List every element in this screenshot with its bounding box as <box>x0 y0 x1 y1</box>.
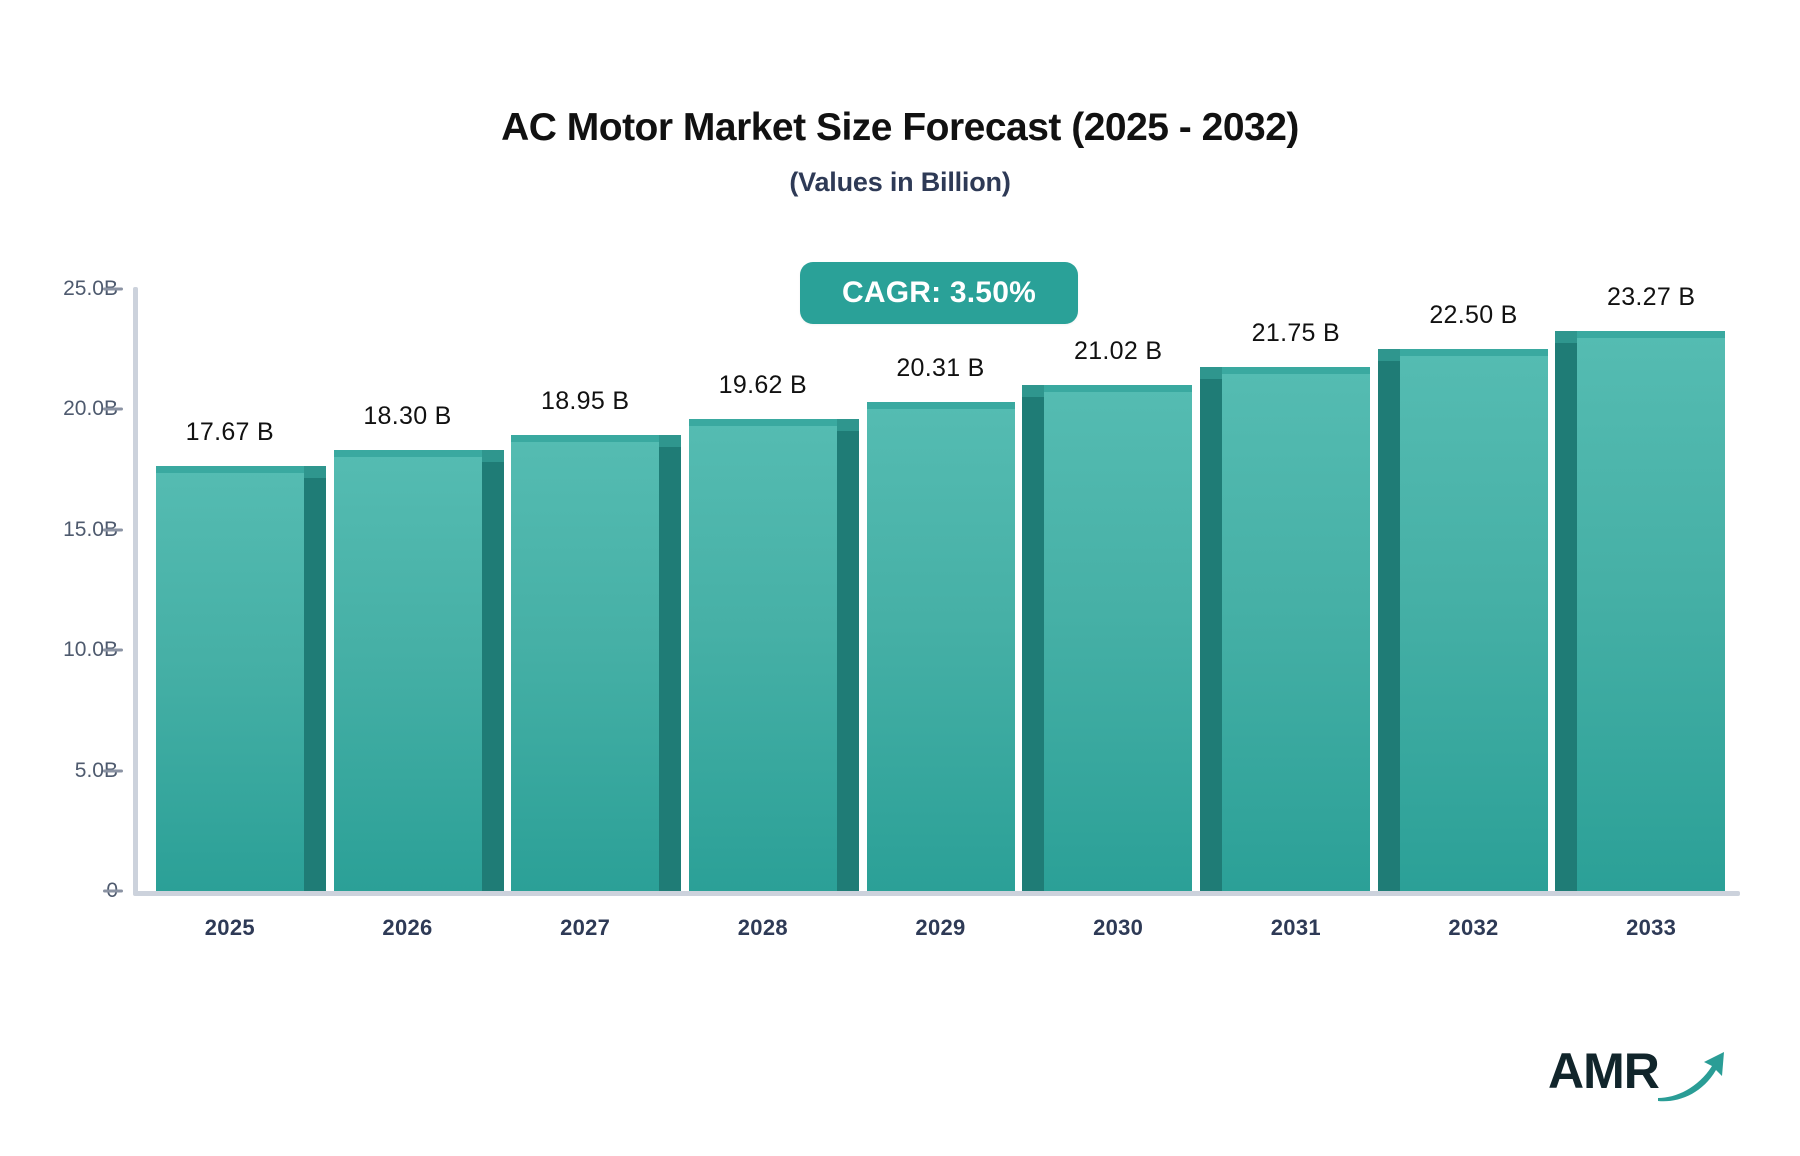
bar-front-face <box>688 418 837 891</box>
bar-top-face <box>1555 330 1578 343</box>
y-axis-tick-mark <box>103 769 123 773</box>
y-axis-tick-label: 15.0B <box>63 517 118 541</box>
x-axis-tick-label: 2025 <box>204 915 255 940</box>
chart-title: AC Motor Market Size Forecast (2025 - 20… <box>501 106 1299 149</box>
bar-top-face <box>1022 384 1045 397</box>
bar-top-face <box>836 418 859 431</box>
bar-top-edge <box>866 401 1015 409</box>
bar-side-face <box>303 477 326 891</box>
logo-wordmark: AMR <box>1548 1043 1660 1099</box>
bar-top-edge <box>511 434 660 442</box>
bar-top-face <box>481 450 504 463</box>
bar-value-label: 17.67 B <box>185 417 274 446</box>
bar-top-edge <box>155 465 304 473</box>
y-axis-tick-label: 25.0B <box>63 277 118 300</box>
x-axis-tick-label: 2026 <box>382 915 433 940</box>
bar-top-face <box>659 434 682 447</box>
y-axis-tick-mark <box>103 528 123 532</box>
bar-value-label: 18.95 B <box>541 386 630 415</box>
bar-side-face <box>1555 342 1578 891</box>
bar-value-label: 19.62 B <box>718 370 807 399</box>
bar-value-label: 21.75 B <box>1251 319 1340 348</box>
bar-top-edge <box>1577 330 1726 338</box>
y-axis-tick-label: 10.0B <box>63 638 118 662</box>
bar-value-label: 23.27 B <box>1607 282 1696 311</box>
bar-2030[interactable] <box>1022 384 1193 891</box>
growth-arrow-icon <box>1658 1052 1724 1102</box>
cagr-badge: CAGR: 3.50% <box>800 262 1078 324</box>
y-axis-tick-mark <box>103 287 123 291</box>
bar-top-edge <box>1399 349 1548 357</box>
x-axis-tick-label: 2032 <box>1448 915 1499 940</box>
bar-side-face <box>1022 396 1045 891</box>
y-axis-tick-mark <box>103 407 123 411</box>
bar-value-label: 20.31 B <box>896 353 985 382</box>
bar-top-face <box>303 465 326 478</box>
bar-top-edge <box>688 418 837 426</box>
bar-2029[interactable] <box>866 401 1015 891</box>
bar-value-label: 21.02 B <box>1074 336 1163 365</box>
bar-top-face <box>1377 349 1400 362</box>
bar-top-edge <box>1044 384 1193 392</box>
bar-front-face <box>511 434 660 891</box>
title-block: AC Motor Market Size Forecast (2025 - 20… <box>0 106 1800 198</box>
bar-top-edge <box>1221 367 1370 375</box>
bar-2027[interactable] <box>511 434 682 891</box>
bar-front-face <box>1577 330 1726 891</box>
bar-front-face <box>866 401 1015 891</box>
bar-value-label: 22.50 B <box>1429 301 1518 330</box>
x-axis-tick-label: 2029 <box>915 915 966 940</box>
x-axis-line <box>133 891 1740 896</box>
bar-side-face <box>659 446 682 891</box>
bar-front-face <box>155 465 304 891</box>
bar-2031[interactable] <box>1199 367 1370 891</box>
bar-front-face <box>1399 349 1548 891</box>
bar-2025[interactable] <box>155 465 326 891</box>
bar-2033[interactable] <box>1555 330 1726 891</box>
x-axis-tick-label: 2031 <box>1270 915 1321 940</box>
bar-top-face <box>1199 367 1222 380</box>
x-axis-tick-label: 2030 <box>1093 915 1144 940</box>
bar-side-face <box>1199 379 1222 891</box>
bar-value-label: 18.30 B <box>363 402 452 431</box>
bar-front-face <box>1044 384 1193 891</box>
bar-2026[interactable] <box>333 450 504 891</box>
bar-top-edge <box>333 450 482 458</box>
amr-logo: AMR <box>1548 1040 1728 1112</box>
y-axis-tick-label: 20.0B <box>63 397 118 421</box>
bar-side-face <box>1377 361 1400 891</box>
bar-front-face <box>1221 367 1370 891</box>
chart-subtitle: (Values in Billion) <box>789 166 1011 197</box>
bar-2028[interactable] <box>688 418 859 891</box>
y-axis-tick-label: 5.0B <box>74 758 118 782</box>
x-axis-tick-label: 2027 <box>560 915 611 940</box>
x-axis-tick-label: 2033 <box>1626 915 1677 940</box>
y-axis-tick-mark <box>103 648 123 652</box>
bar-side-face <box>481 462 504 891</box>
bar-2032[interactable] <box>1377 349 1548 891</box>
y-axis-tick-mark <box>103 889 123 893</box>
y-axis-line <box>133 287 138 895</box>
bar-front-face <box>333 450 482 891</box>
bar-side-face <box>836 430 859 891</box>
x-axis-tick-label: 2028 <box>737 915 788 940</box>
y-axis-tick-label: 0 <box>0 879 118 903</box>
